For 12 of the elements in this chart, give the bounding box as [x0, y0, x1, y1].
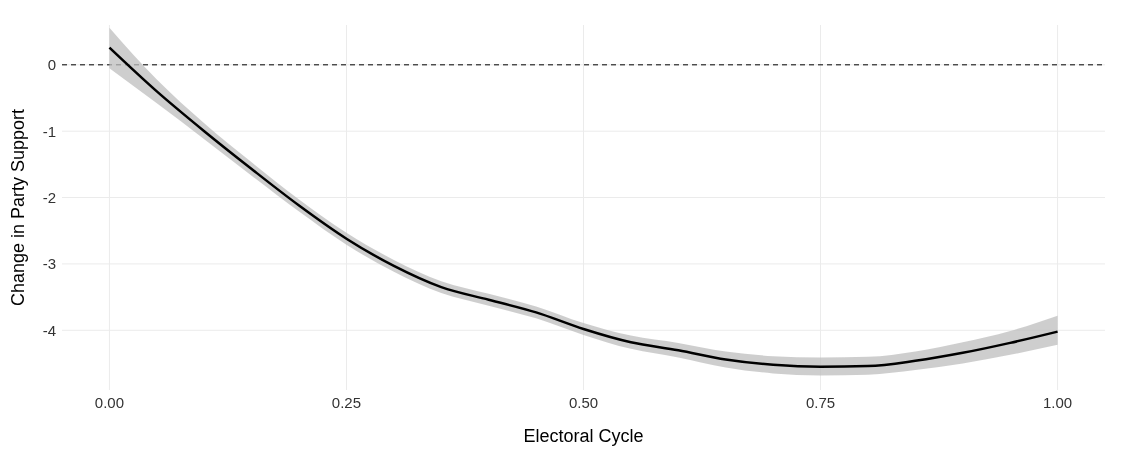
y-tick-label: 0 [47, 56, 56, 74]
y-axis-title: Change in Party Support [8, 108, 28, 307]
x-tick-label: 0.50 [568, 394, 599, 411]
y-tick-label: -1 [42, 122, 56, 140]
x-tick-label: 0.25 [331, 394, 362, 411]
x-tick-label: 0.00 [94, 394, 125, 411]
x-tick-label: 0.75 [805, 394, 836, 411]
x-axis-title: Electoral Cycle [523, 426, 644, 446]
y-tick-label: -2 [42, 189, 56, 207]
y-tick-label: -3 [42, 255, 56, 273]
x-tick-label: 1.00 [1042, 394, 1073, 411]
y-tick-label: -4 [42, 321, 56, 339]
